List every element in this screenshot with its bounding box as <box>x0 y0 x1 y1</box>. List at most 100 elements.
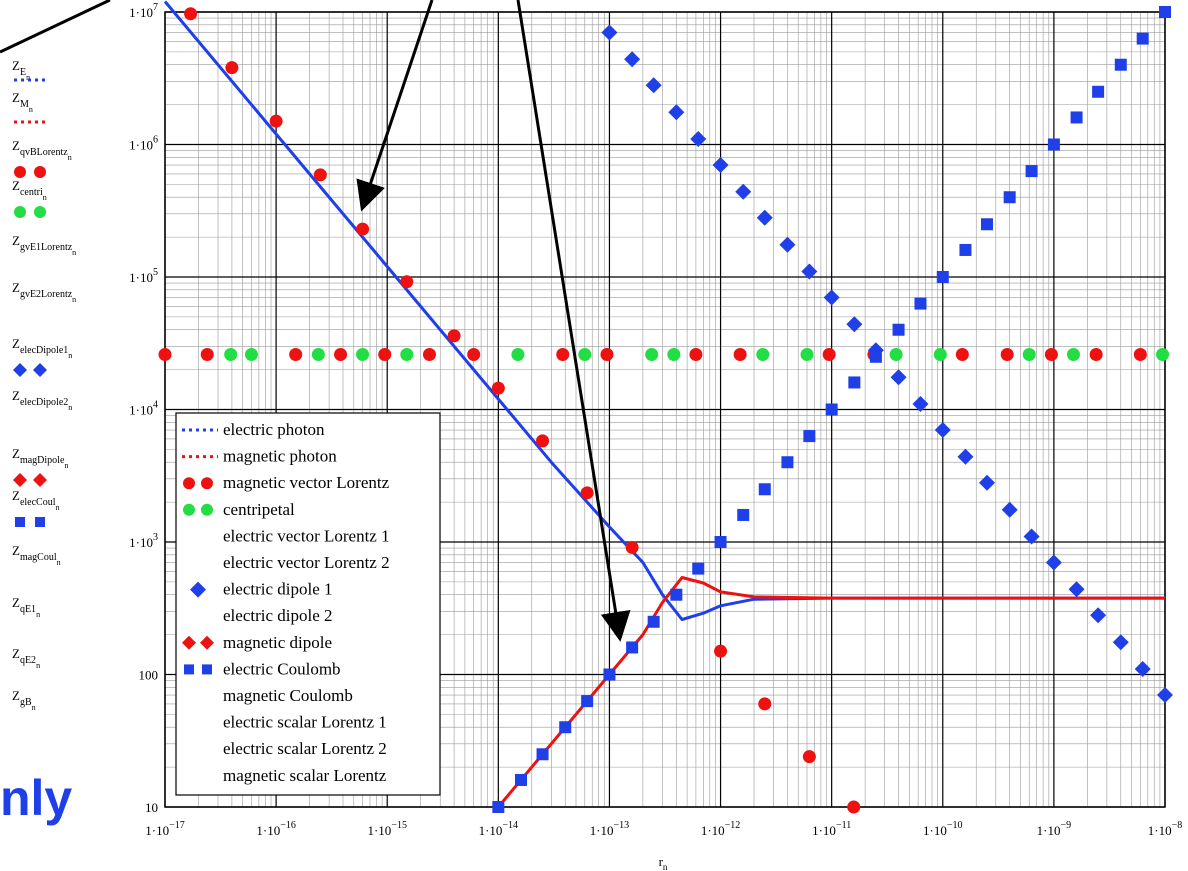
electric-dipole-1-point <box>690 131 707 148</box>
x-tick-label: 1·10−14 <box>479 820 518 838</box>
magnetic-vector-lorentz-point <box>580 486 594 500</box>
y-tick-label: 1·107 <box>129 2 158 20</box>
legend-sample <box>184 664 194 675</box>
electric-coulomb-point <box>914 297 927 310</box>
magnetic-vector-lorentz-point <box>225 61 239 75</box>
legend-label: electric Coulomb <box>223 659 341 678</box>
electric-coulomb-point <box>980 218 993 231</box>
electric-dipole-1-point <box>756 209 773 226</box>
electric-coulomb-point <box>647 615 660 628</box>
y-axis-label: ZEn <box>12 58 30 82</box>
plot-grid <box>164 11 1166 808</box>
magnetic-vector-lorentz-point <box>1133 348 1147 362</box>
x-tick-labels: 1·10−17 1·10−16 1·10−15 1·10−14 1·10−13 1·10−… <box>145 820 1182 838</box>
legend-label: magnetic dipole <box>223 633 332 652</box>
electric-dipole-1-point <box>846 316 863 333</box>
y-tick-label: 1·105 <box>129 267 158 285</box>
y-label-marker-sample <box>33 363 47 377</box>
magnetic-vector-lorentz-point <box>491 381 505 395</box>
y-axis-label: ZgBn <box>12 688 36 712</box>
electric-dipole-1-point <box>1068 581 1085 598</box>
electric-dipole-1-point <box>1090 607 1107 624</box>
centripetal-point <box>244 348 258 362</box>
y-tick-label: 1·103 <box>129 532 158 550</box>
legend-label: magnetic scalar Lorentz <box>223 766 387 785</box>
magnetic-vector-lorentz-point <box>184 7 198 21</box>
legend-label: electric vector Lorentz 1 <box>223 526 390 545</box>
magnetic-vector-lorentz-point <box>822 348 836 362</box>
y-label-marker-sample <box>15 517 25 527</box>
electric-dipole-1-point <box>890 369 907 386</box>
x-tick-label: 1·10−15 <box>367 820 406 838</box>
magnetic-vector-lorentz-point <box>356 222 370 236</box>
x-tick-label: 1·10−8 <box>1148 820 1182 838</box>
centripetal-point <box>800 348 814 362</box>
y-label-marker-sample <box>13 473 27 487</box>
legend-label: magnetic vector Lorentz <box>223 473 390 492</box>
electric-dipole-1-point <box>978 474 995 491</box>
electric-coulomb-point <box>1092 85 1105 98</box>
electric-coulomb-point <box>825 403 838 416</box>
electric-coulomb-point <box>492 801 505 813</box>
electric-coulomb-point <box>1159 6 1171 18</box>
electric-dipole-1-point <box>1023 528 1040 545</box>
electric-dipole-1-point <box>912 396 929 413</box>
x-tick-label: 1·10−16 <box>256 820 295 838</box>
centripetal-point <box>889 348 903 362</box>
electric-coulomb-point <box>1070 111 1083 124</box>
electric-dipole-1-point <box>1157 687 1173 704</box>
x-tick-label: 1·10−12 <box>701 820 740 838</box>
legend-label: electric scalar Lorentz 1 <box>223 713 387 732</box>
legend-label: electric vector Lorentz 2 <box>223 553 390 572</box>
electric-dipole-1-point <box>823 289 840 306</box>
electric-coulomb-point <box>515 773 528 786</box>
centripetal-point <box>933 348 947 362</box>
electric-coulomb-point <box>1047 138 1060 151</box>
magnetic-vector-lorentz-point <box>334 348 348 362</box>
y-tick-label: 1·104 <box>129 400 158 418</box>
y-axis-label: ZgvE1Lorentzn <box>12 233 76 257</box>
x-tick-label: 1·10−9 <box>1037 820 1071 838</box>
magnetic-vector-lorentz-point <box>269 114 283 128</box>
magnetic-vector-lorentz-point <box>955 348 969 362</box>
electric-dipole-1-point <box>624 51 641 68</box>
electric-dipole-1-point <box>779 236 796 253</box>
legend-sample <box>183 477 195 490</box>
electric-coulomb-point <box>758 483 771 496</box>
y-label-marker-sample <box>13 363 27 377</box>
electric-dipole-1-point <box>712 157 729 174</box>
electric-dipole-1-point <box>1134 661 1151 678</box>
magnetic-vector-lorentz-point <box>313 168 327 182</box>
y-axis-label: ZqE2n <box>12 646 40 670</box>
electric-dipole-1-point <box>668 104 685 121</box>
x-tick-label: 1·10−11 <box>812 820 851 838</box>
y-axis-label: Zcentrin <box>12 178 47 202</box>
legend-label: magnetic Coulomb <box>223 686 353 705</box>
electric-coulomb-point <box>670 588 683 601</box>
y-label-marker-sample <box>14 206 26 218</box>
electric-dipole-1-point <box>601 24 618 41</box>
x-tick-label: 1·10−10 <box>923 820 962 838</box>
electric-coulomb-point <box>803 430 816 443</box>
legend-sample <box>190 581 206 598</box>
legend-label: electric dipole 1 <box>223 580 333 599</box>
magnetic-vector-lorentz-point <box>847 800 861 814</box>
y-label-marker-sample <box>34 166 46 178</box>
magnetic-vector-lorentz-point <box>200 348 214 362</box>
legend-sample <box>201 477 213 490</box>
electric-coulomb-point <box>959 243 972 256</box>
centripetal-point <box>1066 348 1080 362</box>
legend-sample <box>200 635 214 650</box>
y-tick-label: 100 <box>139 668 159 683</box>
y-axis-label: ZqE1n <box>12 595 40 619</box>
electric-coulomb-point <box>1114 58 1127 71</box>
magnetic-vector-lorentz-point <box>714 644 728 658</box>
y-label-marker-sample <box>14 166 26 178</box>
magnetic-vector-lorentz-point <box>625 540 639 554</box>
magnetic-vector-lorentz-point <box>556 348 570 362</box>
legend-label: electric photon <box>223 420 325 439</box>
magnetic-vector-lorentz-point <box>689 348 703 362</box>
legend-label: electric scalar Lorentz 2 <box>223 739 387 758</box>
y-tick-label: 10 <box>145 800 158 815</box>
y-label-marker-sample <box>33 473 47 487</box>
